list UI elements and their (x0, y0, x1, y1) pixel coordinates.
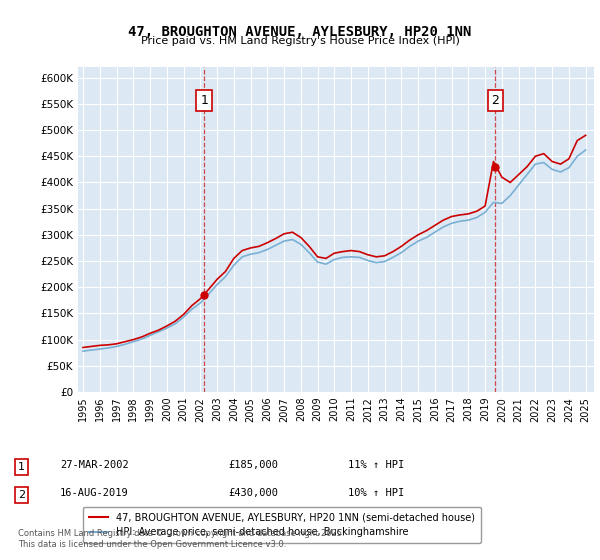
Text: Contains HM Land Registry data © Crown copyright and database right 2025.
This d: Contains HM Land Registry data © Crown c… (18, 529, 344, 549)
Text: Price paid vs. HM Land Registry's House Price Index (HPI): Price paid vs. HM Land Registry's House … (140, 36, 460, 46)
Text: £185,000: £185,000 (228, 460, 278, 470)
Text: 1: 1 (200, 94, 208, 107)
Text: 2: 2 (491, 94, 499, 107)
Text: 16-AUG-2019: 16-AUG-2019 (60, 488, 129, 498)
Legend: 47, BROUGHTON AVENUE, AYLESBURY, HP20 1NN (semi-detached house), HPI: Average pr: 47, BROUGHTON AVENUE, AYLESBURY, HP20 1N… (83, 506, 481, 543)
Text: 10% ↑ HPI: 10% ↑ HPI (348, 488, 404, 498)
Text: 27-MAR-2002: 27-MAR-2002 (60, 460, 129, 470)
Text: 2: 2 (18, 490, 25, 500)
Text: 11% ↑ HPI: 11% ↑ HPI (348, 460, 404, 470)
Text: £430,000: £430,000 (228, 488, 278, 498)
Text: 47, BROUGHTON AVENUE, AYLESBURY, HP20 1NN: 47, BROUGHTON AVENUE, AYLESBURY, HP20 1N… (128, 25, 472, 39)
Text: 1: 1 (18, 462, 25, 472)
